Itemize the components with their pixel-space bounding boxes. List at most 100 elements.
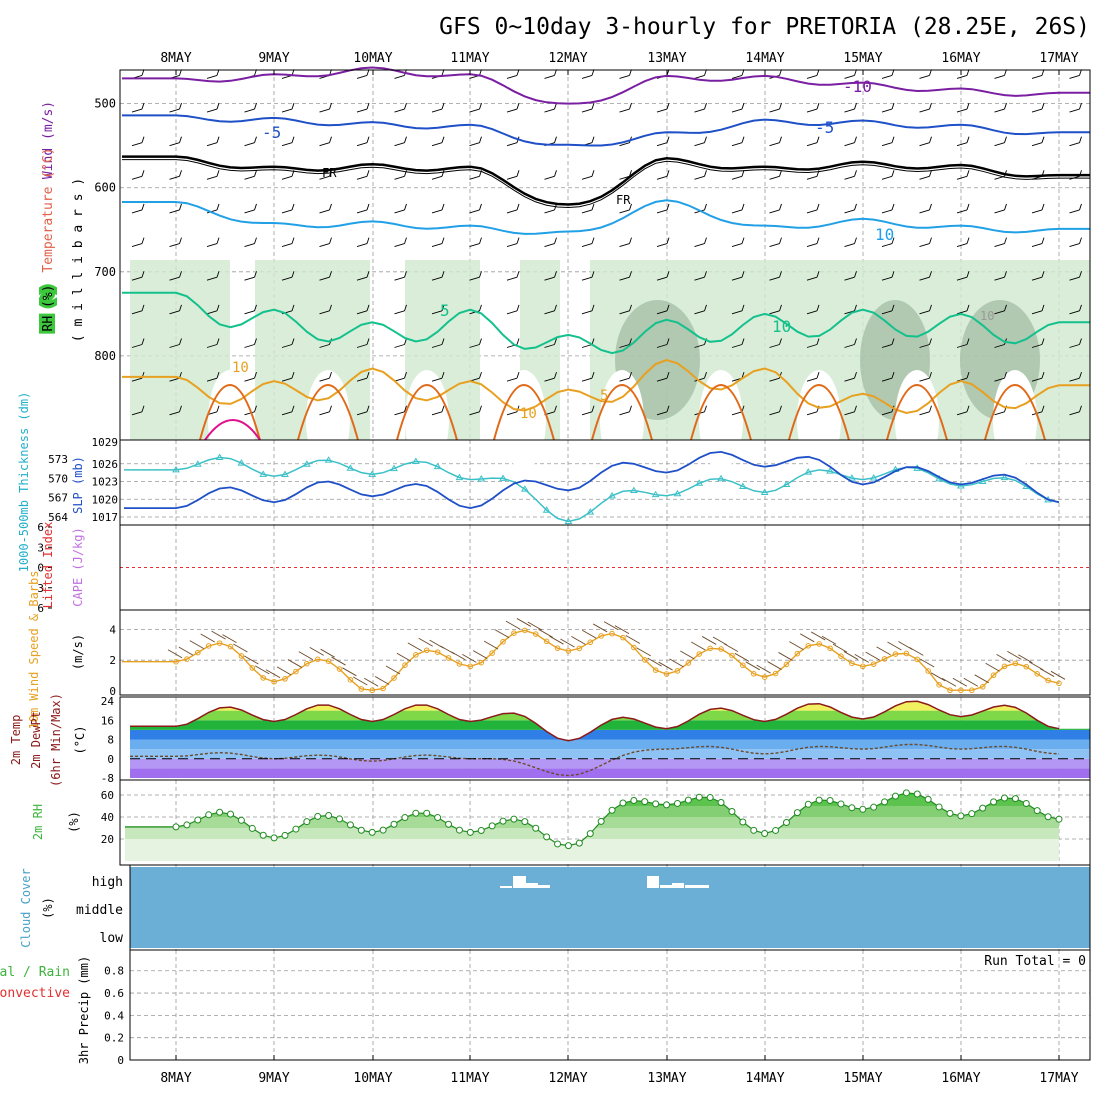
wind-barb-flag [216,136,220,143]
wind-barb [656,276,668,281]
surface-wind-barb [178,646,194,656]
wind-speed-marker [227,643,234,650]
wind-barb-flag [216,304,220,312]
rh-marker [216,808,224,816]
rh-marker [793,809,801,817]
wind-barb-flag [516,170,520,177]
rh-marker [586,830,594,838]
wind-barb [956,310,968,315]
wind-barb [806,175,818,180]
wind-barb-flag [966,271,970,278]
wind-barb [1031,142,1043,147]
wind-barb-flag [891,237,895,244]
wind-barb-flag [141,237,145,244]
rh-marker [695,793,703,801]
thickness-marker [695,479,704,486]
thickness-marker [302,460,311,467]
wind-barb [356,142,368,147]
wind-speed-marker [620,634,626,641]
thickness-marker [477,475,486,482]
surface-wind-barb [167,649,183,659]
warm-contour-arc [689,384,752,441]
rh-tick-label: 60 [101,789,114,802]
wind-barb [694,74,705,79]
surface-wind-barb [778,652,793,661]
wind-speed-marker [413,652,419,658]
surface-wind-barb [1050,670,1066,680]
wind-barb-flag [254,371,257,379]
wind-barb [656,310,668,315]
surface-wind-barb [636,647,651,657]
wind-barb-flag [854,405,857,412]
wind-barb [244,175,255,180]
rh-marker [957,812,965,820]
wind-speed-marker [685,660,692,666]
wind-barb [1031,310,1043,315]
wind-barb-flag [479,237,482,244]
surface-wind-barb [560,638,575,648]
wind-barb-flag [366,405,370,412]
thickness-marker [957,482,965,489]
wind-barb-flag [816,237,820,244]
wind-barb [244,243,255,248]
wind-speed-marker [358,686,365,692]
wind-barb [919,310,930,315]
precip-tick-label: 0.6 [104,987,124,1000]
wind-barb [844,344,855,348]
wind-barb-flag [966,304,970,312]
thickness-tick-label: 573 [48,453,68,466]
wind-barb-flag [404,338,407,345]
surface-wind-barb [244,655,259,665]
wind-barb [844,175,855,180]
rh-marker [510,815,518,823]
wind-barb-flag [329,237,332,244]
wind-barb-flag [666,371,670,379]
wind-barb [244,209,255,214]
wind-barb [169,411,180,416]
wind-barb-flag [479,371,482,379]
wind-speed-marker [761,674,768,680]
temp-color-band [130,749,1090,759]
wind-barb [169,142,180,147]
surface-wind-barb [516,618,532,627]
wind-barb-flag [1004,237,1007,244]
wind-barb-flag [741,304,745,312]
wind-barb [694,276,705,281]
rh-marker [227,810,235,818]
surface-wind-barb [756,664,771,674]
surface-wind-barb [745,661,760,671]
wind-barb [769,243,780,248]
wind-barb-flag [704,102,707,110]
wind-speed-marker [772,670,779,677]
wind-barb-flag [516,304,520,312]
wind-barb [394,276,405,281]
wind-barb [581,74,593,79]
rh-marker [314,812,322,820]
surface-wind-barb [985,662,1000,672]
wind-barb-flag [591,136,595,143]
wind-speed-marker [467,663,474,670]
isotherm-line [122,66,1090,105]
wind-barb-flag [591,338,595,345]
wind-barb [319,411,330,416]
chart-title: GFS 0~10day 3-hourly for PRETORIA (28.25… [439,14,1090,40]
wind-barb-flag [929,170,932,177]
wind-barb [956,108,968,113]
thickness-marker [281,470,289,477]
wind-barb [994,310,1005,315]
wind-barb-flag [741,102,745,110]
wind-barb [806,310,818,315]
surface-wind-barb [1007,651,1022,660]
wind-speed-marker [750,671,757,677]
wind-barb [769,142,780,147]
cloud-bar [513,876,526,888]
wind-barb-flag [704,405,707,412]
pressure-tick-label: 600 [94,181,116,195]
wind-barb [394,377,405,382]
rh-tick-label: 40 [101,811,114,824]
wind-barb-flag [366,136,370,143]
wind-barb [619,74,630,79]
warm-contour-arc [395,384,458,441]
wind-barb [1069,243,1080,248]
thickness-marker [411,457,420,465]
